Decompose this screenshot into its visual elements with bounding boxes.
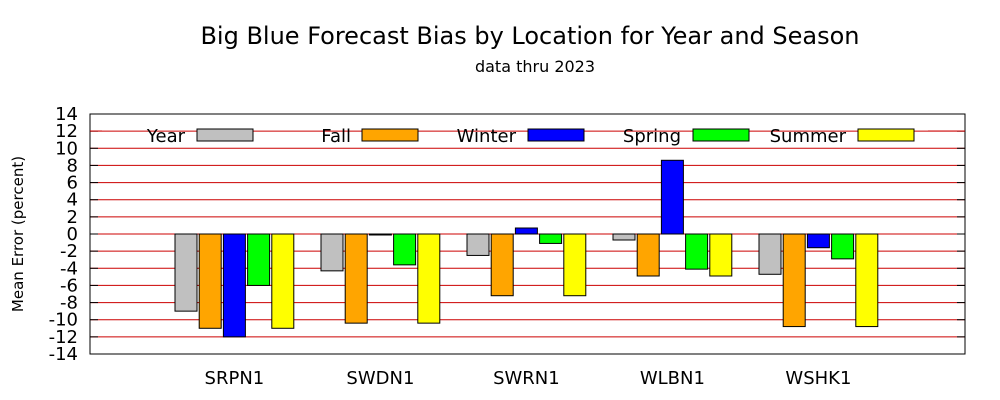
y-tick-label: 2	[67, 207, 78, 228]
bar-year-swrn1	[466, 233, 490, 256]
bar-summer-wlbn1	[709, 233, 733, 277]
bar-year-wlbn1	[612, 233, 636, 241]
y-tick-label: -4	[60, 258, 78, 279]
legend-swatch-fall	[361, 128, 419, 142]
bar-fall-wshk1	[782, 233, 806, 328]
bar-winter-srpn1	[222, 233, 246, 338]
y-tick-label: 8	[67, 155, 78, 176]
bar-spring-wlbn1	[685, 233, 709, 270]
y-tick-label: 14	[55, 104, 78, 125]
y-tick-label: -14	[49, 344, 78, 365]
chart-subtitle: data thru 2023	[475, 57, 595, 76]
bar-spring-srpn1	[247, 233, 271, 286]
legend-swatch-year	[196, 128, 254, 142]
bar-spring-wshk1	[831, 233, 855, 260]
bar-fall-swrn1	[490, 233, 514, 297]
bar-summer-wshk1	[855, 233, 879, 328]
bar-year-swdn1	[320, 233, 344, 272]
legend-swatch-summer	[857, 128, 915, 142]
y-tick-label: -6	[60, 275, 78, 296]
legend-label: Winter	[457, 126, 517, 147]
legend-label: Fall	[321, 126, 351, 147]
bar-summer-swdn1	[417, 233, 441, 324]
y-tick-label: -10	[49, 310, 78, 331]
bar-spring-swdn1	[393, 233, 417, 266]
y-tick-label: -2	[60, 241, 78, 262]
x-axis: SRPN1 SWDN1 SWRN1 WLBN1 WSHK1	[205, 368, 852, 389]
y-tick-label: 6	[67, 173, 78, 194]
legend-swatch-spring	[692, 128, 750, 142]
bar-winter-swrn1	[514, 227, 538, 235]
y-axis-label: Mean Error (percent)	[9, 156, 27, 312]
bar-winter-swdn1	[368, 233, 392, 236]
bar-spring-swrn1	[539, 233, 563, 244]
y-tick-label: 10	[55, 138, 78, 159]
y-tick-label: -8	[60, 293, 78, 314]
bar-summer-swrn1	[563, 233, 587, 297]
legend-swatch-winter	[527, 128, 585, 142]
x-category-label: SRPN1	[205, 368, 265, 389]
bar-fall-swdn1	[344, 233, 368, 324]
x-category-label: SWDN1	[346, 368, 414, 389]
y-tick-label: 4	[67, 190, 78, 211]
bar-fall-srpn1	[198, 233, 222, 329]
bars	[174, 159, 879, 338]
bar-fall-wlbn1	[636, 233, 660, 277]
chart-title: Big Blue Forecast Bias by Location for Y…	[200, 22, 859, 50]
legend: Year Fall Winter Spring Summer	[90, 126, 965, 147]
x-category-label: WSHK1	[785, 368, 851, 389]
bar-summer-srpn1	[271, 233, 295, 329]
bar-winter-wlbn1	[660, 159, 684, 235]
bar-year-wshk1	[758, 233, 782, 275]
y-tick-label: 0	[67, 224, 78, 245]
bar-year-srpn1	[174, 233, 198, 312]
x-category-label: WLBN1	[640, 368, 705, 389]
y-tick-label: -12	[49, 327, 78, 348]
legend-label: Summer	[770, 126, 847, 147]
legend-label: Year	[146, 126, 186, 147]
bar-winter-wshk1	[806, 233, 830, 249]
legend-label: Spring	[623, 126, 681, 147]
y-tick-label: 12	[55, 121, 78, 142]
x-category-label: SWRN1	[493, 368, 560, 389]
